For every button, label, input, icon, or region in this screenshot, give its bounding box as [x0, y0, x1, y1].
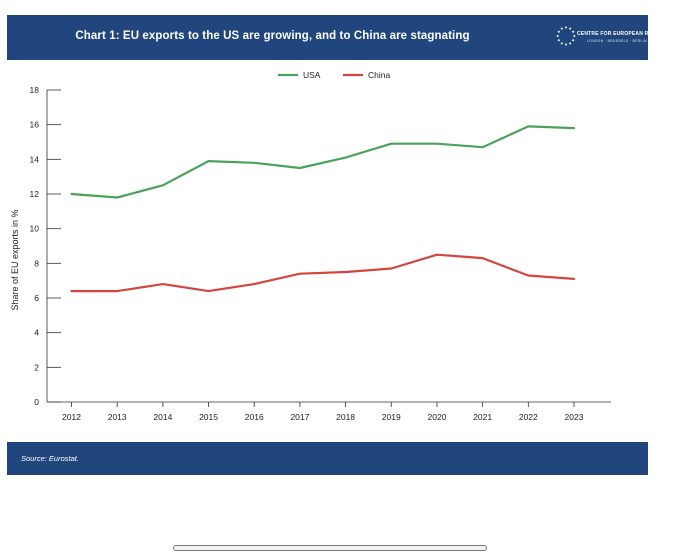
- y-tick-label: 12: [30, 189, 40, 199]
- y-tick-label: 14: [30, 154, 40, 164]
- plot-area: Share of EU exports in % USA China 0 2 4 6 8 1…: [7, 62, 648, 440]
- y-tick-label: 2: [34, 362, 39, 372]
- series-line-usa: [70, 125, 576, 199]
- y-tick-label: 10: [30, 224, 40, 234]
- chart-title: Chart 1: EU exports to the US are growin…: [75, 30, 470, 42]
- x-tick-label: 2015: [199, 412, 218, 422]
- series-line-china: [70, 253, 576, 293]
- y-tick-label: 6: [34, 293, 39, 303]
- x-tick-label: 2016: [245, 412, 264, 422]
- x-tick-label: 2020: [427, 412, 446, 422]
- legend-label-china: China: [368, 70, 390, 80]
- legend: USA China: [278, 70, 390, 80]
- line-chart: Share of EU exports in % USA China 0 2 4 6 8 1…: [10, 70, 611, 422]
- y-tick-label: 16: [30, 120, 40, 130]
- source-note: Source: Eurostat.: [21, 454, 79, 463]
- chart-header: Chart 1: EU exports to the US are growin…: [7, 15, 667, 60]
- logo-text: CENTRE FOR EUROPEAN REFORM: [577, 31, 668, 37]
- x-tick-label: 2013: [108, 412, 127, 422]
- logo-subtext: LONDON · BRUSSELS · BERLIN: [587, 39, 647, 43]
- x-tick-label: 2021: [473, 412, 492, 422]
- series-group: [70, 125, 576, 293]
- x-tick-label: 2022: [519, 412, 538, 422]
- y-tick-label: 0: [34, 397, 39, 407]
- y-tick-label: 8: [34, 258, 39, 268]
- cer-logo: CENTRE FOR EUROPEAN REFORM LONDON · BRUS…: [555, 25, 667, 51]
- x-tick-label: 2018: [336, 412, 355, 422]
- y-tick-label: 18: [30, 85, 40, 95]
- legend-label-usa: USA: [303, 70, 321, 80]
- y-tick-label: 4: [34, 328, 39, 338]
- scroll-strip[interactable]: [173, 545, 487, 551]
- x-tick-label: 2012: [62, 412, 81, 422]
- x-tick-label: 2019: [382, 412, 401, 422]
- y-axis-label: Share of EU exports in %: [10, 209, 20, 310]
- axes: 0 2 4 6 8 10 12 14 16 18 2012 2013 2014 2015 2016 2017 2…: [30, 85, 611, 422]
- x-tick-label: 2014: [153, 412, 172, 422]
- x-tick-label: 2017: [290, 412, 309, 422]
- x-tick-label: 2023: [565, 412, 584, 422]
- chart-footer: Source: Eurostat.: [7, 442, 648, 475]
- eu-stars-icon: [556, 26, 576, 46]
